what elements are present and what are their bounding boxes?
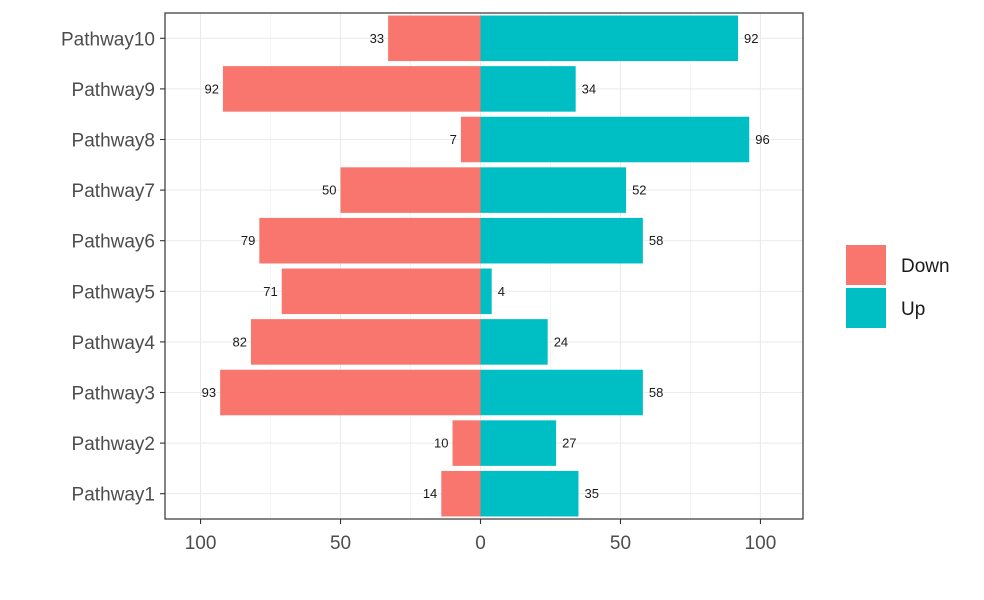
- y-tick-label: Pathway1: [72, 485, 155, 506]
- bar-up: [480, 470, 579, 517]
- y-tick-label: Pathway3: [72, 384, 155, 405]
- data-label-up: 96: [755, 132, 769, 147]
- bar-down: [452, 420, 481, 466]
- data-label-down: 82: [232, 334, 246, 349]
- data-label-up: 92: [744, 31, 758, 46]
- data-label-down: 79: [241, 233, 255, 248]
- bar-up: [480, 66, 576, 112]
- legend: Down Up: [846, 245, 950, 328]
- data-label-down: 92: [204, 81, 218, 96]
- x-tick-label: 100: [185, 533, 217, 554]
- bar-up: [480, 116, 750, 163]
- data-label-up: 58: [649, 233, 663, 248]
- y-tick-label: Pathway9: [72, 80, 155, 101]
- y-tick-label: Pathway2: [72, 434, 155, 455]
- data-label-up: 24: [554, 334, 568, 349]
- legend-label-down: Down: [901, 256, 950, 277]
- x-tick-label: 50: [330, 533, 351, 554]
- y-tick-label: Pathway5: [72, 282, 155, 303]
- bar-up: [480, 15, 739, 62]
- bar-down: [441, 470, 481, 517]
- data-label-down: 50: [322, 183, 336, 198]
- bar-down: [281, 268, 481, 315]
- bar-up: [480, 167, 627, 213]
- legend-label-up: Up: [901, 299, 925, 320]
- data-label-down: 10: [434, 436, 448, 451]
- x-tick-label: 50: [610, 533, 631, 554]
- legend-key-down: [846, 245, 886, 285]
- data-label-up: 34: [582, 81, 596, 96]
- data-label-up: 35: [584, 486, 598, 501]
- data-label-down: 93: [202, 385, 216, 400]
- y-tick-label: Pathway10: [61, 29, 155, 50]
- bar-down: [222, 66, 481, 112]
- bar-up: [480, 420, 557, 466]
- bar-down: [259, 217, 481, 264]
- legend-key-up: [846, 288, 886, 328]
- bar-up: [480, 319, 548, 365]
- data-label-down: 14: [423, 486, 437, 501]
- x-tick-label: 100: [745, 533, 777, 554]
- panel-border: [164, 12, 804, 520]
- data-label-up: 58: [649, 385, 663, 400]
- axes: Pathway1 Pathway2 Pathway3 Pathway4 Pathway5…: [61, 29, 776, 554]
- y-tick-label: Pathway8: [72, 131, 155, 152]
- data-label-up: 52: [632, 183, 646, 198]
- data-label-up: 27: [562, 436, 576, 451]
- bar-down: [340, 167, 481, 213]
- bar-up: [480, 268, 492, 315]
- data-label-down: 33: [370, 31, 384, 46]
- bar-down: [220, 369, 481, 416]
- data-label-up: 4: [498, 284, 505, 299]
- bar-down: [460, 116, 481, 163]
- data-labels: 14 10 93 82 71 79 50 7 92 33 35 27 58 24 4 58 52 96 34 92: [202, 31, 770, 501]
- bar-up: [480, 217, 643, 264]
- y-tick-label: Pathway4: [72, 333, 156, 354]
- bar-down: [388, 15, 481, 62]
- x-tick-label: 0: [475, 533, 486, 554]
- bars: [220, 15, 750, 517]
- bar-up: [480, 369, 643, 416]
- y-tick-label: Pathway6: [72, 232, 155, 253]
- bar-down: [250, 319, 481, 365]
- data-label-down: 71: [263, 284, 277, 299]
- data-label-down: 7: [450, 132, 457, 147]
- y-tick-label: Pathway7: [72, 181, 155, 202]
